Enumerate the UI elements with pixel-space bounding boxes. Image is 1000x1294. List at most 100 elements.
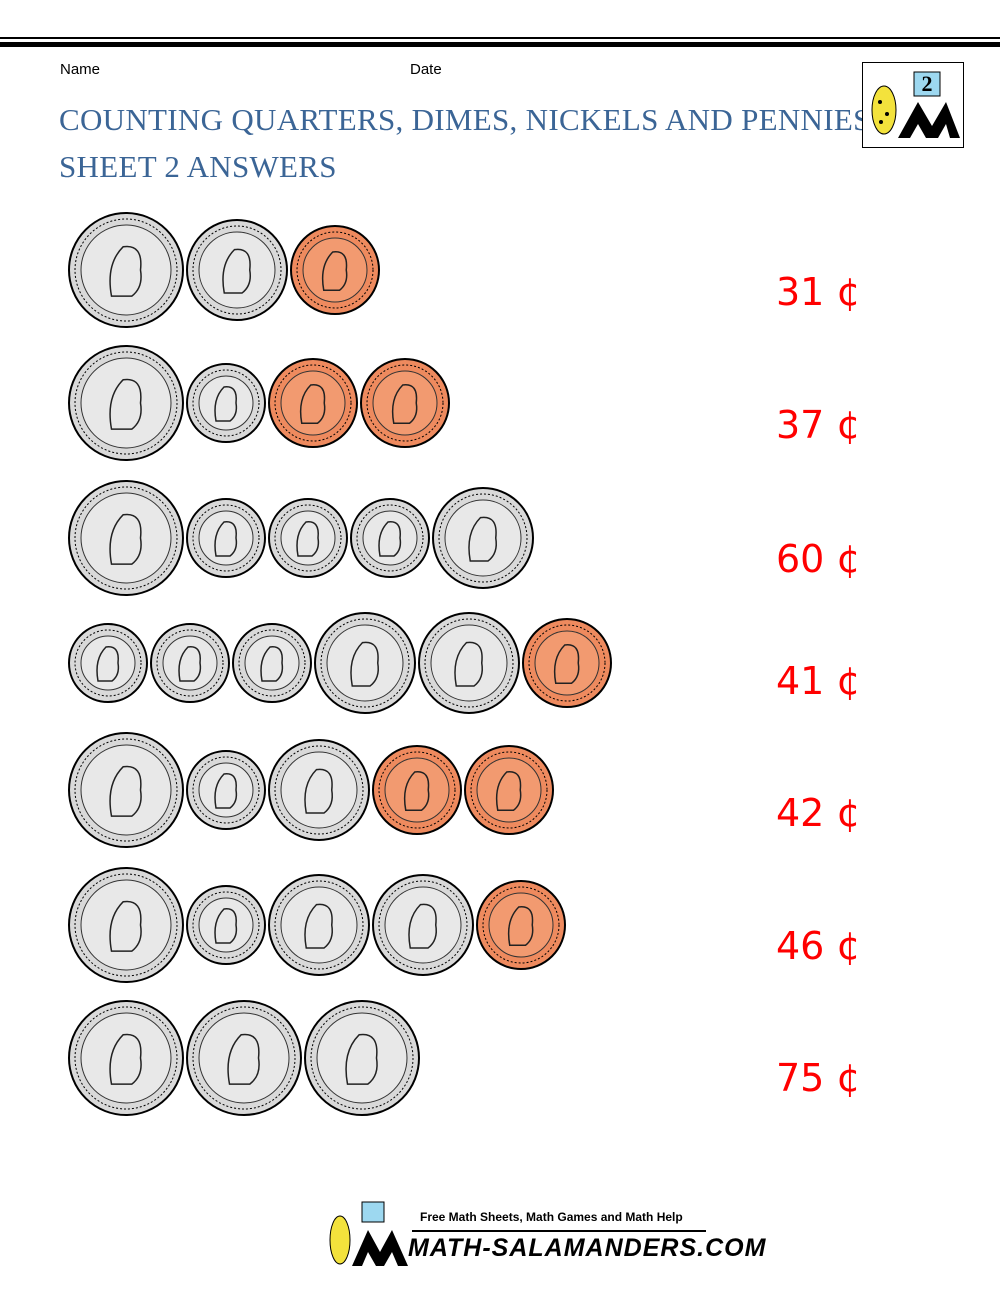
- coin-face: [80, 492, 172, 584]
- logo-spot: [878, 100, 882, 104]
- date-label: Date: [410, 61, 442, 78]
- logo-spot: [879, 120, 883, 124]
- coin-rim: [192, 1006, 296, 1110]
- coin: [186, 363, 266, 443]
- coin-face: [198, 897, 254, 953]
- coin-face: [280, 751, 358, 829]
- coin: [186, 498, 266, 578]
- coin-figure: [109, 378, 142, 430]
- coin-rim: [356, 504, 424, 572]
- coin: [68, 480, 184, 596]
- coin-figure: [214, 521, 238, 557]
- coin: [464, 745, 554, 835]
- coin-figure: [378, 521, 402, 557]
- coin-face: [198, 510, 254, 566]
- coin: [372, 874, 474, 976]
- coin-figure: [304, 903, 333, 949]
- coin-face: [326, 624, 404, 702]
- coin-face: [384, 757, 450, 823]
- coin-figure: [468, 516, 497, 562]
- coin-rim: [74, 218, 178, 322]
- coin-rim: [192, 756, 260, 824]
- coin: [186, 750, 266, 830]
- coin-figure: [304, 768, 333, 814]
- coin-figure: [214, 386, 238, 422]
- coin-figure: [553, 644, 580, 684]
- coin-face: [80, 1012, 172, 1104]
- coin-figure: [321, 251, 348, 291]
- logo-number: 2: [922, 71, 933, 96]
- coin-figure: [227, 1033, 260, 1085]
- coin: [68, 867, 184, 983]
- logo-salamander: [871, 85, 897, 135]
- title: COUNTING QUARTERS, DIMES, NICKELS AND PE…: [59, 102, 871, 137]
- coin: [232, 623, 312, 703]
- coin-rim: [74, 738, 178, 842]
- coin-rim: [424, 618, 514, 708]
- coin-figure: [109, 900, 142, 952]
- coin-rim: [274, 745, 364, 835]
- footer-salamander: [329, 1215, 351, 1265]
- coin-figure: [345, 1033, 378, 1085]
- coin-face: [80, 879, 172, 971]
- rule-thin: [0, 37, 1000, 39]
- coin: [476, 880, 566, 970]
- coin-rim: [74, 351, 178, 455]
- coin-figure: [350, 641, 379, 687]
- coin-face: [198, 762, 254, 818]
- coin: [350, 498, 430, 578]
- coin-rim: [310, 1006, 414, 1110]
- coin-face: [384, 886, 462, 964]
- coin-rim: [156, 629, 224, 697]
- coin-face: [372, 370, 438, 436]
- coin: [68, 623, 148, 703]
- coin-figure: [109, 765, 142, 817]
- coin-rim: [482, 886, 560, 964]
- coin: [186, 219, 288, 321]
- coin-figure: [260, 646, 284, 682]
- footer-tagline: Free Math Sheets, Math Games and Math He…: [420, 1210, 683, 1224]
- coin-face: [198, 231, 276, 309]
- answer: 37 ¢: [776, 403, 861, 447]
- coin: [268, 739, 370, 841]
- coin: [68, 345, 184, 461]
- coin: [290, 225, 380, 315]
- coin-rim: [192, 504, 260, 572]
- coin: [68, 1000, 184, 1116]
- coin-figure: [507, 906, 534, 946]
- coin-face: [316, 1012, 408, 1104]
- coin-rim: [438, 493, 528, 583]
- coin-face: [162, 635, 218, 691]
- answer: 60 ¢: [776, 537, 861, 581]
- coin-rim: [192, 369, 260, 437]
- coin-face: [280, 886, 358, 964]
- coin-face: [362, 510, 418, 566]
- footer-logo: [329, 1201, 408, 1266]
- coin-rim: [74, 1006, 178, 1110]
- coin-rim: [366, 364, 444, 442]
- coin-figure: [109, 513, 142, 565]
- logo-spot: [885, 112, 889, 116]
- coin: [522, 618, 612, 708]
- coin-rim: [528, 624, 606, 702]
- coin-figure: [391, 384, 418, 424]
- coin-figure: [403, 771, 430, 811]
- coin-rim: [74, 873, 178, 977]
- coin: [268, 358, 358, 448]
- coin-rim: [320, 618, 410, 708]
- coin: [360, 358, 450, 448]
- coin-figure: [214, 908, 238, 944]
- coin-face: [280, 510, 336, 566]
- coin: [432, 487, 534, 589]
- logo-board: [913, 71, 941, 97]
- coin-face: [80, 357, 172, 449]
- coin: [150, 623, 230, 703]
- coin-figure: [454, 641, 483, 687]
- answer: 75 ¢: [776, 1056, 861, 1100]
- coin-rim: [192, 891, 260, 959]
- answer: 41 ¢: [776, 659, 861, 703]
- coin-face: [198, 375, 254, 431]
- coin-figure: [96, 646, 120, 682]
